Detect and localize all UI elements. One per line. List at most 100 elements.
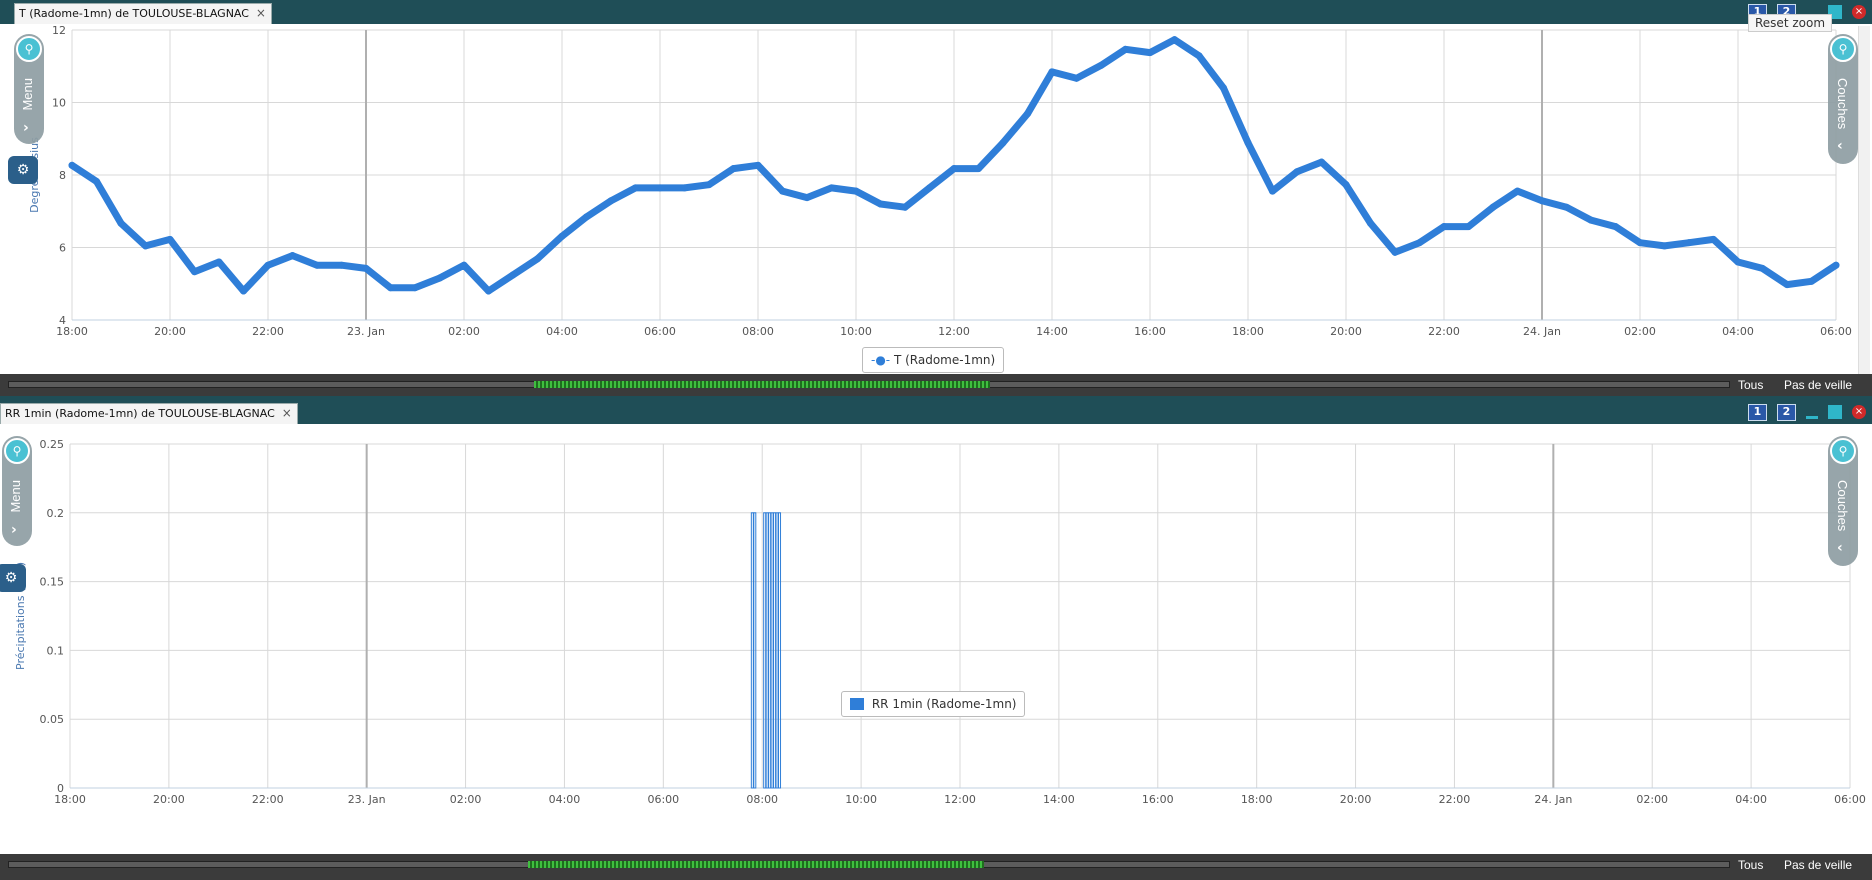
layers-label: Couches <box>1835 78 1850 130</box>
all-button[interactable]: Tous <box>1738 378 1764 392</box>
x-tick-label: 04:00 <box>1722 325 1754 338</box>
reset-zoom-button[interactable]: Reset zoom <box>1748 14 1833 32</box>
temperature-data-point <box>1440 223 1448 231</box>
x-tick-label: 23. Jan <box>347 325 385 338</box>
temperature-data-point <box>1171 36 1178 44</box>
legend-square-icon <box>850 698 864 710</box>
temperature-data-point <box>607 197 615 205</box>
time-scrollbar[interactable]: Tous Pas de veille <box>0 854 1872 880</box>
temperature-data-point <box>313 261 321 269</box>
precipitation-bar <box>778 512 782 789</box>
temperature-data-point <box>191 268 198 276</box>
temperature-legend-label: T (Radome-1mn) <box>893 353 996 367</box>
step-button[interactable]: Pas de veille <box>1784 858 1853 872</box>
temperature-data-point <box>1024 110 1031 118</box>
temperature-data-point <box>1661 242 1668 250</box>
x-tick-label: 10:00 <box>845 793 877 806</box>
temperature-data-point <box>583 213 590 221</box>
y-tick-label: 0.05 <box>40 713 65 726</box>
close-window-icon[interactable]: × <box>1852 5 1866 19</box>
x-tick-label: 14:00 <box>1036 325 1068 338</box>
y-tick-label: 6 <box>59 242 66 255</box>
temperature-data-point <box>852 187 860 195</box>
time-scrollbar[interactable]: Tous Pas de veille <box>0 374 1872 396</box>
temperature-data-point <box>1710 235 1717 243</box>
y-tick-label: 0 <box>57 782 64 795</box>
layout-2-button[interactable]: 2 <box>1777 403 1796 421</box>
temperature-data-point <box>240 287 247 295</box>
y-tick-label: 0.2 <box>47 507 65 520</box>
temperature-data-point <box>828 184 835 192</box>
temperature-data-point <box>362 264 370 272</box>
vertical-scrollbar[interactable] <box>1858 26 1870 374</box>
tab-temperature[interactable]: T (Radome-1mn) de TOULOUSE-BLAGNAC × <box>14 3 272 24</box>
x-tick-label: 10:00 <box>840 325 872 338</box>
time-range-selection[interactable] <box>534 381 990 388</box>
y-tick-label: 4 <box>59 314 66 327</box>
menu-label: Menu <box>8 480 23 513</box>
temperature-legend[interactable]: -●- T (Radome-1mn) <box>862 347 1005 373</box>
x-tick-label: 22:00 <box>252 793 284 806</box>
temperature-data-point <box>1391 248 1399 256</box>
x-tick-label: 06:00 <box>644 325 676 338</box>
temperature-data-point <box>1832 261 1840 269</box>
temperature-data-point <box>1489 203 1497 211</box>
temperature-data-point <box>117 219 125 227</box>
temperature-panel: T (Radome-1mn) de TOULOUSE-BLAGNAC × 1 2… <box>0 0 1872 396</box>
temperature-data-point <box>1636 239 1644 247</box>
close-tab-icon[interactable]: × <box>255 6 266 20</box>
x-tick-label: 18:00 <box>54 793 86 806</box>
temperature-data-point <box>1293 168 1301 176</box>
temperature-data-point <box>215 258 223 266</box>
temperature-data-point <box>1122 45 1129 53</box>
x-tick-label: 04:00 <box>546 325 578 338</box>
temperature-data-point <box>142 242 149 250</box>
pin-icon[interactable]: ⚲ <box>16 36 42 62</box>
chevron-right-icon: › <box>23 120 29 136</box>
layers-handle[interactable]: ⚲ Couches ‹ <box>1828 436 1858 566</box>
temperature-chart-area: 4 6 8 10 12 18:00 20:00 22:00 23. Jan 02:00 04:00 0… <box>0 14 1872 374</box>
x-tick-label: 02:00 <box>1624 325 1656 338</box>
close-tab-icon[interactable]: × <box>281 406 292 420</box>
settings-flag-icon[interactable]: ⚙ <box>8 156 38 184</box>
close-window-icon[interactable]: × <box>1852 405 1866 419</box>
temperature-data-point <box>1269 187 1276 195</box>
settings-flag-icon[interactable]: ⚙ <box>0 564 26 592</box>
layers-label: Couches <box>1835 480 1850 532</box>
temperature-data-point <box>730 165 737 173</box>
temperature-data-point <box>289 252 296 260</box>
temperature-data-point <box>803 194 811 202</box>
precipitation-legend[interactable]: RR 1min (Radome-1mn) <box>841 691 1026 717</box>
all-button[interactable]: Tous <box>1738 858 1764 872</box>
temperature-data-point <box>1465 223 1472 231</box>
tab-temperature-label: T (Radome-1mn) de TOULOUSE-BLAGNAC <box>19 7 249 20</box>
y-tick-label: 8 <box>59 169 66 182</box>
pin-icon[interactable]: ⚲ <box>1830 438 1856 464</box>
precipitation-chart-area: 0 0.05 0.1 0.15 0.2 0.25 18:00 20:00 22:00 23. Ja… <box>0 424 1872 854</box>
temperature-data-point <box>436 274 443 282</box>
precipitation-chart: 0 0.05 0.1 0.15 0.2 0.25 18:00 20:00 22:00 23. Ja… <box>14 438 1866 806</box>
pin-icon[interactable]: ⚲ <box>1830 36 1856 62</box>
temperature-data-point <box>1612 223 1619 231</box>
x-tick-label: 04:00 <box>549 793 581 806</box>
y-tick-label: 0.1 <box>47 644 65 657</box>
minimize-icon[interactable] <box>1806 415 1818 419</box>
x-tick-label: 24. Jan <box>1534 793 1572 806</box>
menu-handle[interactable]: ⚲ Menu › <box>2 436 32 546</box>
temperature-data-point <box>1783 281 1791 289</box>
temperature-data-point <box>705 181 713 189</box>
tab-precipitation[interactable]: RR 1min (Radome-1mn) de TOULOUSE-BLAGNAC… <box>0 403 298 424</box>
layers-handle[interactable]: ⚲ Couches ‹ <box>1828 34 1858 164</box>
chevron-right-icon: › <box>11 522 17 538</box>
x-tick-label: 22:00 <box>1439 793 1471 806</box>
maximize-icon[interactable] <box>1828 405 1842 419</box>
temperature-titlebar: T (Radome-1mn) de TOULOUSE-BLAGNAC × 1 2… <box>0 0 1872 24</box>
layout-1-button[interactable]: 1 <box>1748 403 1767 421</box>
time-range-selection[interactable] <box>528 861 984 868</box>
pin-icon[interactable]: ⚲ <box>4 438 30 464</box>
menu-handle[interactable]: ⚲ Menu › <box>14 34 44 144</box>
step-button[interactable]: Pas de veille <box>1784 378 1853 392</box>
x-tick-label: 16:00 <box>1142 793 1174 806</box>
temperature-data-point <box>264 261 272 269</box>
temperature-data-point <box>656 184 664 192</box>
